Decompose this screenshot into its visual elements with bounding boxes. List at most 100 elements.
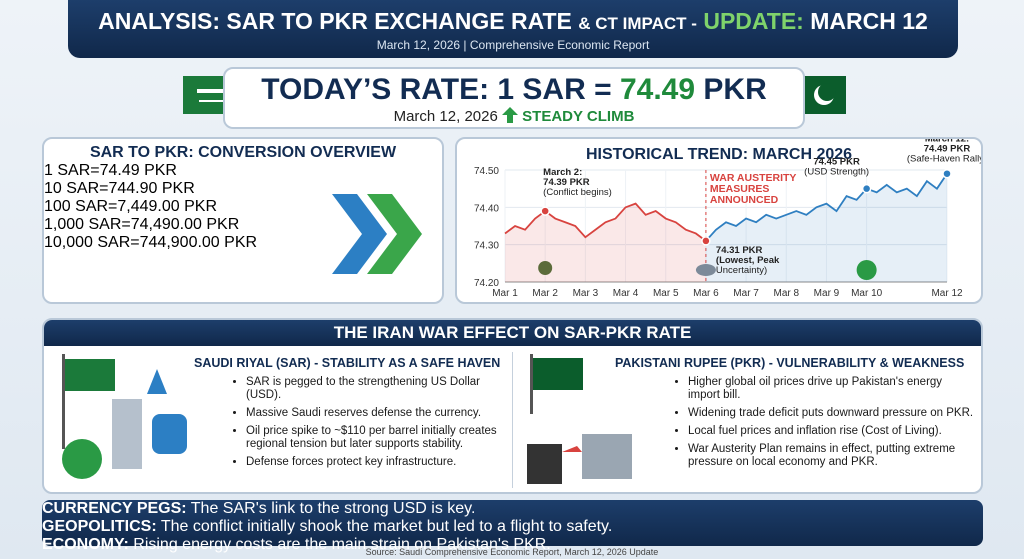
footer-label: ECONOMY:	[42, 536, 129, 553]
sar-bullets: SAR is pegged to the strengthening US Do…	[234, 376, 504, 474]
event-label: MEASURES	[710, 183, 770, 195]
sar-list: SAR is pegged to the strengthening US Do…	[234, 376, 504, 469]
pakistan-illustration	[527, 354, 632, 484]
footer-item: GEOPOLITICS: The conflict initially shoo…	[42, 518, 983, 536]
title: ANALYSIS: SAR TO PKR EXCHANGE RATE & CT …	[68, 8, 958, 35]
rate-label: TODAY’S RATE: 1 SAR =	[261, 73, 612, 106]
x-tick-label: Mar 5	[653, 288, 679, 299]
area	[705, 173, 947, 282]
bullet: Local fuel prices and inflation rise (Co…	[688, 425, 976, 438]
annotation-marker	[861, 183, 872, 194]
footer-text: The conflict initially shook the market …	[160, 518, 613, 535]
annotation-text: (Lowest, Peak	[716, 255, 780, 266]
annotation-text: 74.31 PKR	[716, 245, 763, 256]
conversion-row: 1 SAR=74.49 PKR	[44, 162, 442, 180]
equals: =	[108, 198, 118, 215]
footer-text: Rising energy costs are the main strain …	[133, 536, 551, 553]
footer-item: CURRENCY PEGS: The SAR's link to the str…	[42, 500, 983, 518]
rate-headline: TODAY’S RATE: 1 SAR = 74.49 PKR	[225, 73, 803, 107]
sar-amount: 1,000 SAR	[44, 216, 122, 233]
sar-amount: 1 SAR	[44, 162, 91, 179]
footer-label: CURRENCY PEGS:	[42, 500, 187, 517]
x-tick-label: Mar 2	[532, 288, 558, 299]
sar-amount: 10 SAR	[44, 180, 100, 197]
rate-sub: March 12, 2026 STEADY CLIMB	[225, 107, 803, 125]
conversion-title: SAR TO PKR: CONVERSION OVERVIEW	[89, 144, 397, 161]
conversion-row: 10,000 SAR=744,900.00 PKR	[44, 234, 442, 252]
sar-amount: 10,000 SAR	[44, 234, 131, 251]
subtitle: March 12, 2026 | Comprehensive Economic …	[376, 38, 650, 52]
annotation-text: (USD Strength)	[804, 167, 869, 178]
annotation-marker	[540, 206, 550, 216]
conversion-row: 10 SAR=744.90 PKR	[44, 180, 442, 198]
title-mid: & CT IMPACT -	[578, 14, 697, 33]
divider	[512, 352, 513, 488]
sar-amount: 100 SAR	[44, 198, 109, 215]
war-title: THE IRAN WAR EFFECT ON SAR-PKR RATE	[44, 320, 981, 346]
y-tick-label: 74.50	[474, 166, 499, 177]
rate-value: 74.49	[619, 73, 696, 106]
chart-panel: HISTORICAL TREND: MARCH 2026 74.20 74.30 74…	[455, 134, 987, 304]
rate-box: TODAY’S RATE: 1 SAR = 74.49 PKR March 12…	[223, 67, 805, 129]
rate-date: March 12, 2026	[393, 108, 498, 125]
footer-label: GEOPOLITICS:	[42, 518, 157, 535]
line-chart: HISTORICAL TREND: MARCH 2026 74.20 74.30 74…	[474, 134, 987, 299]
annotation-text: Uncertainty)	[716, 265, 767, 276]
equals: =	[130, 234, 140, 251]
pkr-amount: 74.49 PKR	[99, 162, 177, 179]
sar-heading: SAUDI RIYAL (SAR) - STABILITY AS A SAFE …	[194, 356, 501, 370]
saudi-illustration	[62, 354, 187, 479]
annotation-text: 74.45 PKR	[813, 157, 860, 168]
pkr-bullets: Higher global oil prices drive up Pakist…	[676, 376, 976, 474]
title-date: MARCH 12	[810, 8, 928, 34]
pkr-amount: 744.90 PKR	[108, 180, 195, 197]
pkr-heading: PAKISTANI RUPEE (PKR) - VULNERABILITY & …	[615, 356, 965, 370]
rate-unit: PKR	[703, 73, 767, 106]
equals: =	[90, 162, 100, 179]
bullet: War Austerity Plan remains in effect, pu…	[688, 443, 976, 469]
x-tick-label: Mar 10	[851, 288, 883, 299]
x-tick-label: Mar 4	[613, 288, 639, 299]
pkr-amount: 7,449.00 PKR	[117, 198, 218, 215]
chart-title: HISTORICAL TREND: MARCH 2026	[586, 146, 852, 163]
line	[504, 202, 707, 242]
conversion-panel: SAR TO PKR: CONVERSION OVERVIEW 1 SAR=74…	[42, 137, 444, 304]
war-panel: THE IRAN WAR EFFECT ON SAR-PKR RATE SAUD…	[42, 318, 983, 494]
annotation-text: (Conflict begins)	[543, 187, 612, 198]
y-tick-label: 74.40	[474, 203, 499, 214]
bullet: Defense forces protect key infrastructur…	[246, 456, 504, 469]
annotation-text: March 2:	[543, 167, 582, 178]
annotation-text: 74.49 PKR	[924, 144, 971, 155]
footer-item: ECONOMY: Rising energy costs are the mai…	[42, 536, 983, 554]
y-tick-label: 74.30	[474, 241, 499, 252]
line	[705, 173, 948, 242]
x-tick-label: Mar 12	[931, 288, 963, 299]
bullet: Widening trade deficit puts downward pre…	[688, 407, 976, 420]
x-tick-label: Mar 9	[814, 288, 840, 299]
bullet: Higher global oil prices drive up Pakist…	[688, 376, 976, 402]
bullet: Oil price spike to ~$110 per barrel init…	[246, 425, 504, 451]
soldier-icon	[538, 261, 553, 275]
storm-icon	[695, 264, 716, 276]
annotation-marker	[942, 168, 952, 179]
header: ANALYSIS: SAR TO PKR EXCHANGE RATE & CT …	[68, 0, 958, 58]
x-tick-label: Mar 1	[492, 288, 518, 299]
annotation-text: 74.39 PKR	[543, 177, 590, 188]
annotation-text: March 12:	[925, 139, 969, 145]
event-label: WAR AUSTERITY	[710, 172, 797, 184]
equals: =	[99, 180, 109, 197]
source: Source: Saudi Comprehensive Economic Rep…	[365, 547, 659, 557]
footer-bar: CURRENCY PEGS: The SAR's link to the str…	[42, 500, 983, 553]
up-arrow	[502, 107, 518, 123]
equals: =	[121, 216, 131, 233]
y-tick-label: 74.20	[474, 278, 499, 289]
bullet: SAR is pegged to the strengthening US Do…	[246, 376, 504, 402]
title-update: UPDATE:	[703, 8, 804, 34]
x-tick-label: Mar 7	[733, 288, 759, 299]
rate-trend: STEADY CLIMB	[522, 108, 635, 125]
pkr-amount: 744,900.00 PKR	[139, 234, 258, 251]
x-tick-label: Mar 8	[773, 288, 799, 299]
area	[505, 203, 706, 282]
footer-text: The SAR's link to the strong USD is key.	[190, 500, 476, 517]
